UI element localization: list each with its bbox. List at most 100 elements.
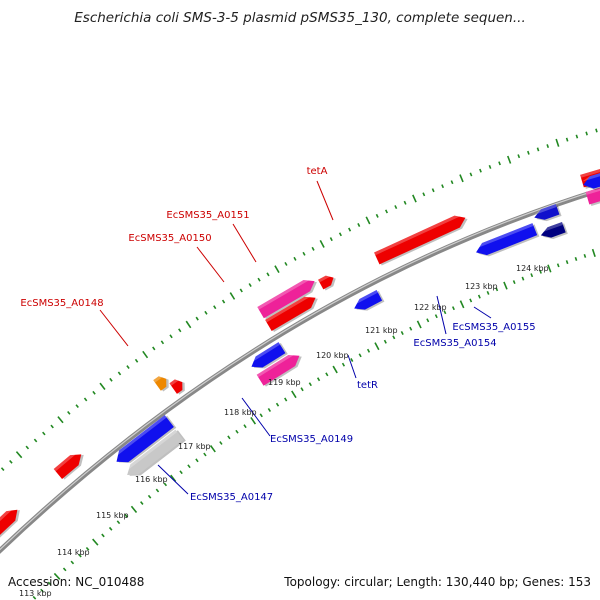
minor-tick bbox=[0, 467, 5, 471]
minor-tick bbox=[32, 595, 37, 600]
gene-arrow-reverse[interactable] bbox=[532, 204, 562, 225]
minor-tick bbox=[383, 339, 387, 344]
major-tick bbox=[459, 174, 464, 183]
minor-tick bbox=[126, 365, 130, 369]
minor-tick bbox=[441, 184, 445, 189]
gene-arrow-orange[interactable] bbox=[153, 373, 172, 393]
minor-tick bbox=[62, 567, 67, 572]
gene-arrow-reverse[interactable] bbox=[112, 414, 177, 469]
minor-tick bbox=[302, 251, 306, 256]
minor-tick bbox=[83, 397, 88, 402]
minor-tick bbox=[486, 290, 490, 295]
topology-summary: Topology: circular; Length: 130,440 bp; … bbox=[284, 575, 591, 589]
minor-tick bbox=[517, 154, 521, 159]
kbp-tick-label: 118 kbp bbox=[224, 408, 257, 417]
minor-tick bbox=[434, 314, 438, 319]
major-tick bbox=[547, 264, 552, 273]
minor-tick bbox=[426, 318, 430, 323]
kbp-tick-label: 115 kbp bbox=[96, 511, 129, 520]
map-title: Escherichia coli SMS-3-5 plasmid pSMS35_… bbox=[74, 10, 526, 26]
minor-tick bbox=[221, 299, 226, 304]
minor-tick bbox=[169, 334, 173, 339]
gene-features bbox=[0, 158, 600, 553]
major-tick bbox=[412, 194, 417, 203]
minor-tick bbox=[583, 253, 587, 258]
gene-arrow-pink[interactable] bbox=[257, 275, 320, 320]
label-leader-reverse bbox=[157, 464, 189, 495]
major-tick bbox=[92, 538, 99, 546]
major-tick bbox=[365, 216, 371, 225]
gene-arrow-forward[interactable] bbox=[265, 291, 321, 333]
major-tick bbox=[591, 248, 596, 258]
gene-arrow-reverse[interactable] bbox=[248, 341, 288, 374]
major-tick bbox=[507, 155, 512, 164]
minor-tick bbox=[42, 431, 46, 436]
minor-tick bbox=[67, 410, 71, 415]
gene-arrow-reverse[interactable] bbox=[351, 289, 385, 315]
kbp-tick-label: 124 kbp bbox=[516, 264, 549, 273]
minor-tick bbox=[498, 161, 501, 166]
minor-tick bbox=[124, 513, 128, 518]
label-leader-reverse bbox=[347, 354, 357, 379]
minor-tick bbox=[384, 209, 388, 214]
forward-gene-label: EcSMS35_A0151 bbox=[166, 210, 249, 221]
gene-arrow-pink[interactable] bbox=[256, 349, 306, 387]
kbp-tick-label: 121 kbp bbox=[365, 326, 398, 335]
minor-tick bbox=[259, 413, 263, 418]
minor-tick bbox=[195, 316, 199, 321]
major-tick bbox=[274, 265, 280, 273]
minor-tick bbox=[25, 445, 30, 450]
minor-tick bbox=[325, 372, 329, 377]
minor-tick bbox=[348, 227, 352, 232]
minor-tick bbox=[311, 246, 315, 251]
major-tick bbox=[555, 138, 560, 147]
minor-tick bbox=[140, 501, 144, 505]
reverse-gene-label: tetR bbox=[357, 380, 378, 391]
label-leader-forward bbox=[316, 180, 334, 221]
reverse-gene-label: EcSMS35_A0147 bbox=[190, 492, 273, 503]
major-tick bbox=[291, 390, 297, 399]
minor-tick bbox=[403, 200, 407, 205]
major-tick bbox=[416, 320, 422, 329]
minor-tick bbox=[409, 326, 413, 331]
minor-tick bbox=[78, 553, 82, 558]
minor-tick bbox=[227, 435, 231, 440]
minor-tick bbox=[392, 335, 396, 340]
minor-tick bbox=[267, 408, 272, 412]
minor-tick bbox=[266, 272, 270, 277]
minor-tick bbox=[284, 397, 288, 402]
gene-arrow-forward[interactable] bbox=[53, 448, 88, 480]
minor-tick bbox=[556, 263, 560, 268]
plasmid-backbone bbox=[0, 187, 600, 554]
label-leader-reverse bbox=[473, 306, 492, 319]
minor-tick bbox=[329, 237, 333, 242]
gene-arrow-reverse[interactable] bbox=[474, 223, 540, 261]
gene-arrow-forward[interactable] bbox=[374, 211, 470, 266]
major-tick bbox=[170, 474, 177, 482]
gene-arrow-dark[interactable] bbox=[539, 222, 568, 243]
minor-tick bbox=[479, 168, 482, 173]
gene-arrow-forward[interactable] bbox=[318, 272, 338, 291]
minor-tick bbox=[469, 172, 473, 177]
minor-tick bbox=[338, 232, 342, 237]
kbp-tick-label: 114 kbp bbox=[57, 548, 90, 557]
minor-tick bbox=[117, 371, 122, 376]
minor-tick bbox=[375, 213, 379, 218]
minor-tick bbox=[293, 256, 297, 261]
major-tick bbox=[459, 300, 465, 309]
minor-tick bbox=[308, 382, 312, 387]
gene-arrow-forward[interactable] bbox=[169, 376, 188, 396]
gene-arrow-gray[interactable] bbox=[123, 429, 186, 482]
major-tick bbox=[15, 451, 23, 459]
minor-tick bbox=[239, 288, 243, 293]
minor-tick bbox=[275, 402, 280, 407]
minor-tick bbox=[316, 377, 321, 382]
minor-tick bbox=[450, 180, 454, 185]
minor-tick bbox=[179, 470, 183, 475]
minor-tick bbox=[134, 358, 139, 363]
minor-tick bbox=[284, 262, 288, 266]
forward-gene-label: tetA bbox=[307, 166, 328, 177]
label-leader-reverse bbox=[436, 295, 447, 335]
gene-arrow-forward[interactable] bbox=[0, 504, 24, 553]
minor-tick bbox=[9, 459, 13, 464]
